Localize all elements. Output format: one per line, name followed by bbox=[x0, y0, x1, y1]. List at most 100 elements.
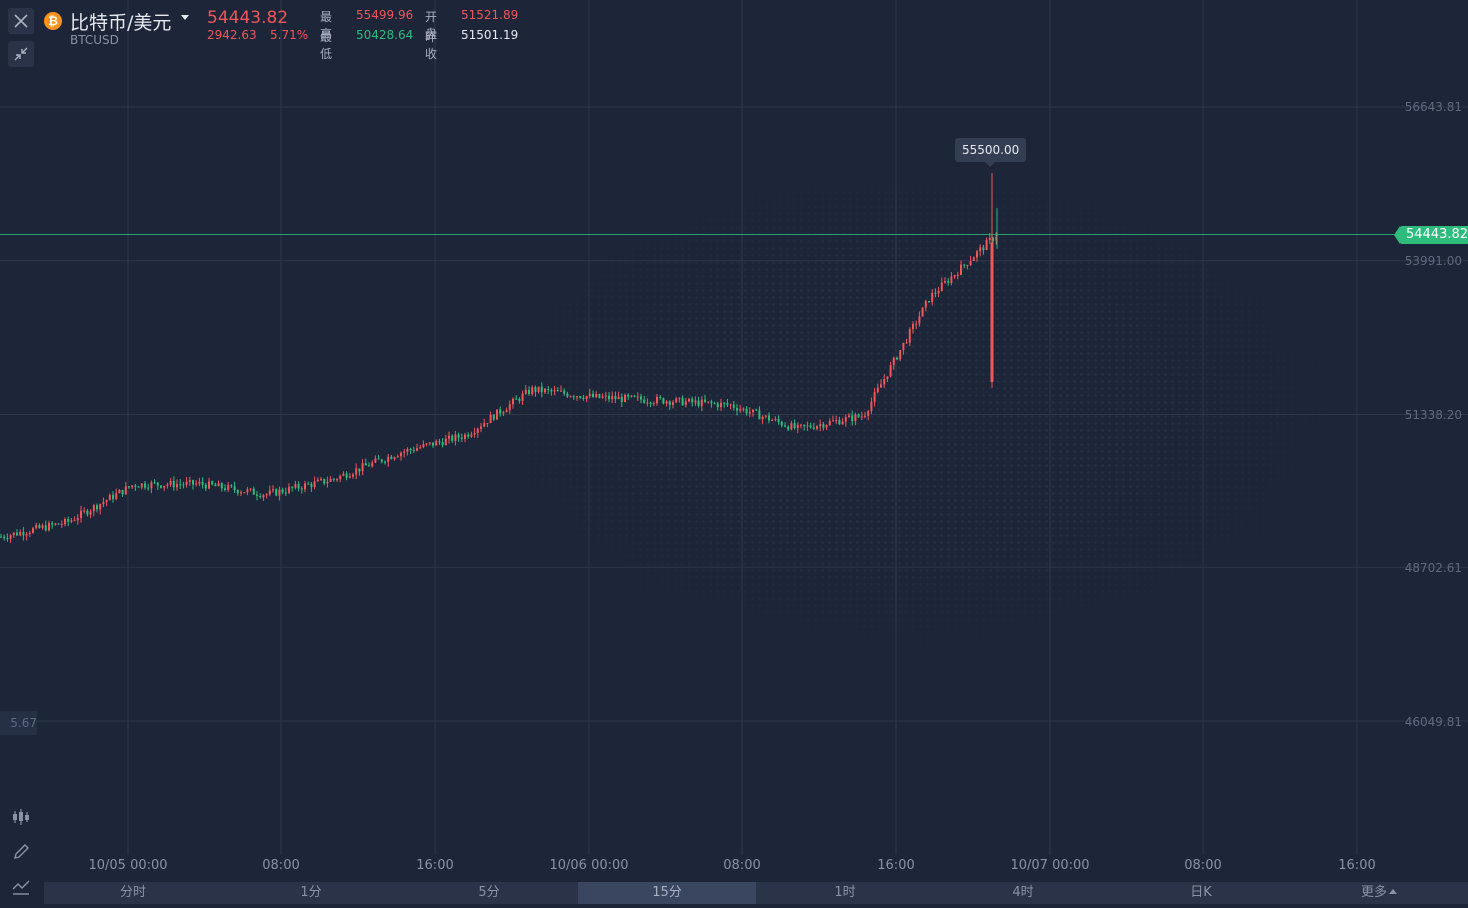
candle-body bbox=[953, 275, 956, 277]
candle-body bbox=[6, 538, 9, 540]
tab-timeframe[interactable]: 4时 bbox=[1012, 885, 1034, 900]
prev-close-value: 51501.19 bbox=[461, 28, 519, 42]
tab-timeframe[interactable]: 分时 bbox=[119, 885, 146, 900]
candle-body bbox=[0, 536, 2, 538]
candle-body bbox=[841, 421, 844, 425]
candle-body bbox=[630, 395, 633, 397]
candle-body bbox=[329, 478, 332, 482]
candle-body bbox=[121, 489, 124, 495]
candle-body bbox=[508, 404, 511, 411]
candle-body bbox=[451, 435, 454, 441]
candle-body bbox=[572, 396, 575, 398]
candle-body bbox=[707, 401, 710, 403]
left-edge-price-label: 5.67 bbox=[0, 711, 37, 735]
candle-body bbox=[387, 456, 390, 462]
candle-body bbox=[739, 409, 742, 411]
candle-body bbox=[89, 511, 92, 515]
candle-body bbox=[636, 396, 639, 398]
candle-body bbox=[140, 483, 143, 488]
candle-body bbox=[307, 483, 310, 485]
candle-body bbox=[611, 396, 614, 400]
candle-body bbox=[160, 485, 162, 488]
high-label: 最高 bbox=[320, 10, 333, 41]
candle-body bbox=[198, 481, 201, 484]
tab-timeframe[interactable]: 1分 bbox=[300, 885, 322, 900]
candle-body bbox=[3, 536, 6, 539]
candle-body bbox=[534, 387, 537, 392]
candle-body bbox=[156, 482, 159, 486]
candle-body bbox=[502, 412, 505, 414]
tab-timeframe[interactable]: 日K bbox=[1190, 885, 1212, 900]
candle-body bbox=[230, 485, 233, 487]
candle-body bbox=[864, 415, 866, 417]
candle-body bbox=[345, 473, 348, 478]
bitcoin-logo-icon: ₿ bbox=[44, 12, 62, 30]
indicator-button[interactable] bbox=[8, 874, 34, 900]
candle-body bbox=[851, 415, 854, 422]
candle-body bbox=[800, 424, 802, 426]
candle-body bbox=[681, 397, 684, 406]
candle-body bbox=[601, 396, 604, 398]
candle-body bbox=[521, 393, 524, 402]
candle-body bbox=[857, 414, 860, 417]
candle-body bbox=[576, 396, 578, 398]
candle-body bbox=[883, 379, 886, 385]
candle-body bbox=[518, 398, 521, 402]
candle-body bbox=[380, 459, 383, 462]
candle-body bbox=[19, 532, 22, 536]
candle-body bbox=[675, 398, 678, 403]
tab-timeframe-more[interactable]: 更多 bbox=[1290, 882, 1468, 904]
candle-body bbox=[588, 393, 591, 397]
candle-body bbox=[915, 323, 918, 325]
candle-body bbox=[467, 434, 470, 437]
candle-body bbox=[614, 396, 617, 400]
low-value: 50428.64 bbox=[356, 28, 414, 42]
candle-body bbox=[454, 434, 457, 441]
chevron-down-icon[interactable] bbox=[181, 15, 189, 20]
candle-body bbox=[208, 481, 210, 489]
tab-timeframe[interactable]: 1时 bbox=[834, 885, 856, 900]
candle-body bbox=[460, 437, 463, 439]
candle-body bbox=[192, 480, 194, 485]
candle-body bbox=[876, 387, 879, 393]
candle-body bbox=[236, 490, 239, 494]
draw-button[interactable] bbox=[8, 839, 34, 865]
collapse-button[interactable] bbox=[8, 41, 34, 67]
candle-body bbox=[758, 410, 761, 420]
candle-body bbox=[492, 414, 495, 420]
candle-body bbox=[854, 414, 857, 422]
candle-body bbox=[412, 449, 415, 451]
max-price-tooltip: 55500.00 bbox=[955, 138, 1027, 167]
candle-body bbox=[505, 410, 508, 413]
close-button[interactable] bbox=[8, 8, 34, 34]
candle-body bbox=[99, 504, 102, 510]
candle-body bbox=[124, 486, 127, 495]
time-axis-label: 16:00 bbox=[1338, 858, 1376, 873]
candle-body bbox=[761, 416, 764, 420]
candle-body bbox=[796, 424, 799, 429]
tab-timeframe[interactable]: 5分 bbox=[478, 885, 500, 900]
candle-body bbox=[579, 396, 582, 399]
candle-body bbox=[892, 357, 895, 366]
candle-body bbox=[656, 396, 658, 404]
candle-body bbox=[700, 399, 703, 407]
collapse-icon bbox=[14, 47, 28, 61]
price-axis-label: 51338.20 bbox=[1404, 408, 1462, 422]
candle-body bbox=[489, 414, 492, 424]
tab-timeframe-active[interactable]: 15分 bbox=[578, 882, 756, 904]
candle-body bbox=[73, 520, 76, 522]
candle-body bbox=[860, 416, 863, 418]
candle-body bbox=[352, 474, 354, 477]
price-axis-label: 46049.81 bbox=[1404, 715, 1462, 729]
candle-body bbox=[889, 365, 892, 377]
candle-body bbox=[294, 484, 297, 488]
candles-button[interactable] bbox=[8, 804, 34, 830]
candle-body bbox=[284, 492, 287, 494]
candle-body bbox=[134, 485, 137, 487]
candle-body bbox=[396, 456, 399, 458]
candle-body bbox=[169, 480, 172, 485]
candle-body bbox=[54, 523, 57, 525]
symbol-name[interactable]: 比特币/美元 bbox=[70, 12, 172, 34]
candle-body bbox=[809, 425, 812, 428]
